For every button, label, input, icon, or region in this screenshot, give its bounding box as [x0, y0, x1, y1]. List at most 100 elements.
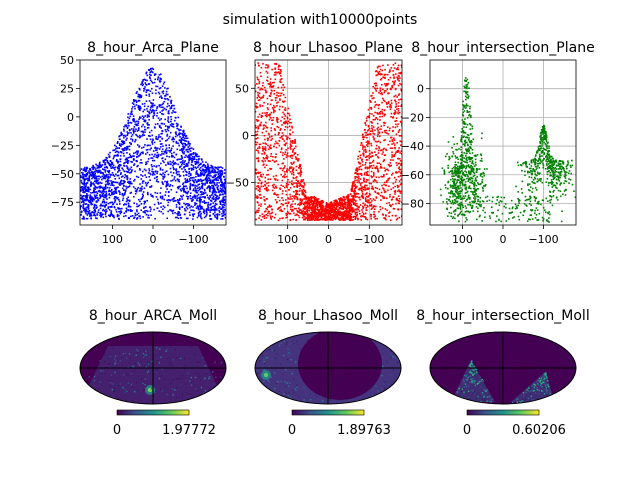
scatter-point: [105, 191, 107, 193]
scatter-point: [262, 96, 264, 98]
scatter-point: [368, 195, 370, 197]
scatter-point: [367, 168, 369, 170]
scatter-point: [271, 112, 273, 114]
scatter-point: [265, 89, 267, 91]
scatter-point: [268, 160, 270, 162]
scatter-point: [153, 209, 155, 211]
scatter-point: [100, 212, 102, 214]
scatter-point: [306, 214, 308, 216]
scatter-point: [122, 140, 124, 142]
scatter-point: [279, 109, 281, 111]
scatter-point: [216, 192, 218, 194]
scatter-point: [135, 100, 137, 102]
scatter-point: [114, 178, 116, 180]
scatter-point: [379, 116, 381, 118]
scatter-point: [189, 145, 191, 147]
scatter-point: [106, 193, 108, 195]
scatter-point: [216, 182, 218, 184]
scatter-point: [206, 209, 208, 211]
scatter-point: [100, 176, 102, 178]
scatter-point: [397, 123, 399, 125]
scatter-point: [299, 167, 301, 169]
scatter-point: [280, 174, 282, 176]
scatter-point: [194, 205, 196, 207]
scatter-point: [123, 143, 125, 145]
scatter-point: [275, 186, 277, 188]
scatter-point: [89, 210, 91, 212]
scatter-point: [294, 203, 296, 205]
scatter-point: [117, 168, 119, 170]
scatter-point: [160, 146, 162, 148]
scatter-point: [220, 174, 222, 176]
scatter-point: [200, 191, 202, 193]
scatter-point: [120, 173, 122, 175]
scatter-point: [117, 162, 119, 164]
scatter-point: [116, 204, 118, 206]
scatter-point: [128, 217, 130, 219]
scatter-point: [394, 84, 396, 86]
scatter-point: [182, 133, 184, 135]
scatter-point: [398, 75, 400, 77]
scatter-point: [380, 195, 382, 197]
scatter-point: [116, 211, 118, 213]
scatter-point: [400, 192, 402, 194]
scatter-point: [290, 140, 292, 142]
scatter-point: [393, 74, 395, 76]
scatter-point: [196, 186, 198, 188]
scatter-point: [125, 159, 127, 161]
scatter-point: [144, 86, 146, 88]
scatter-point: [302, 186, 304, 188]
scatter-point: [335, 204, 337, 206]
scatter-point: [199, 183, 201, 185]
scatter-point: [376, 85, 378, 87]
scatter-point: [292, 195, 294, 197]
scatter-point: [118, 136, 120, 138]
scatter-point: [305, 201, 307, 203]
scatter-point: [140, 162, 142, 164]
scatter-point: [86, 193, 88, 195]
scatter-point: [128, 113, 130, 115]
scatter-point: [145, 84, 147, 86]
scatter-point: [128, 209, 130, 211]
scatter-point: [281, 218, 283, 220]
scatter-point: [112, 174, 114, 176]
scatter-point: [259, 114, 261, 116]
scatter-point: [205, 192, 207, 194]
scatter-point: [374, 130, 376, 132]
scatter-point: [290, 171, 292, 173]
scatter-point: [89, 215, 91, 217]
scatter-point: [194, 187, 196, 189]
scatter-point: [272, 156, 274, 158]
scatter-point: [97, 212, 99, 214]
scatter-point: [139, 89, 141, 91]
scatter-point: [202, 201, 204, 203]
scatter-point: [356, 203, 358, 205]
scatter-point: [139, 137, 141, 139]
scatter-point: [391, 67, 393, 69]
scatter-point: [287, 181, 289, 183]
scatter-point: [326, 209, 328, 211]
scatter-point: [205, 162, 207, 164]
scatter-point: [285, 203, 287, 205]
scatter-point: [200, 214, 202, 216]
scatter-point: [133, 103, 135, 105]
scatter-point: [176, 217, 178, 219]
scatter-point: [178, 117, 180, 119]
scatter-point: [136, 203, 138, 205]
scatter-point: [399, 158, 401, 160]
scatter-point: [131, 128, 133, 130]
scatter-point: [258, 87, 260, 89]
scatter-point: [82, 183, 84, 185]
scatter-point: [392, 70, 394, 72]
scatter-point: [391, 199, 393, 201]
scatter-point: [156, 155, 158, 157]
scatter-point: [284, 87, 286, 89]
scatter-point: [113, 156, 115, 158]
scatter-point: [360, 157, 362, 159]
scatter-point: [323, 219, 325, 221]
scatter-point: [274, 72, 276, 74]
scatter-point: [349, 211, 351, 213]
scatter-point: [192, 218, 194, 220]
scatter-point: [282, 138, 284, 140]
scatter-point: [289, 126, 291, 128]
